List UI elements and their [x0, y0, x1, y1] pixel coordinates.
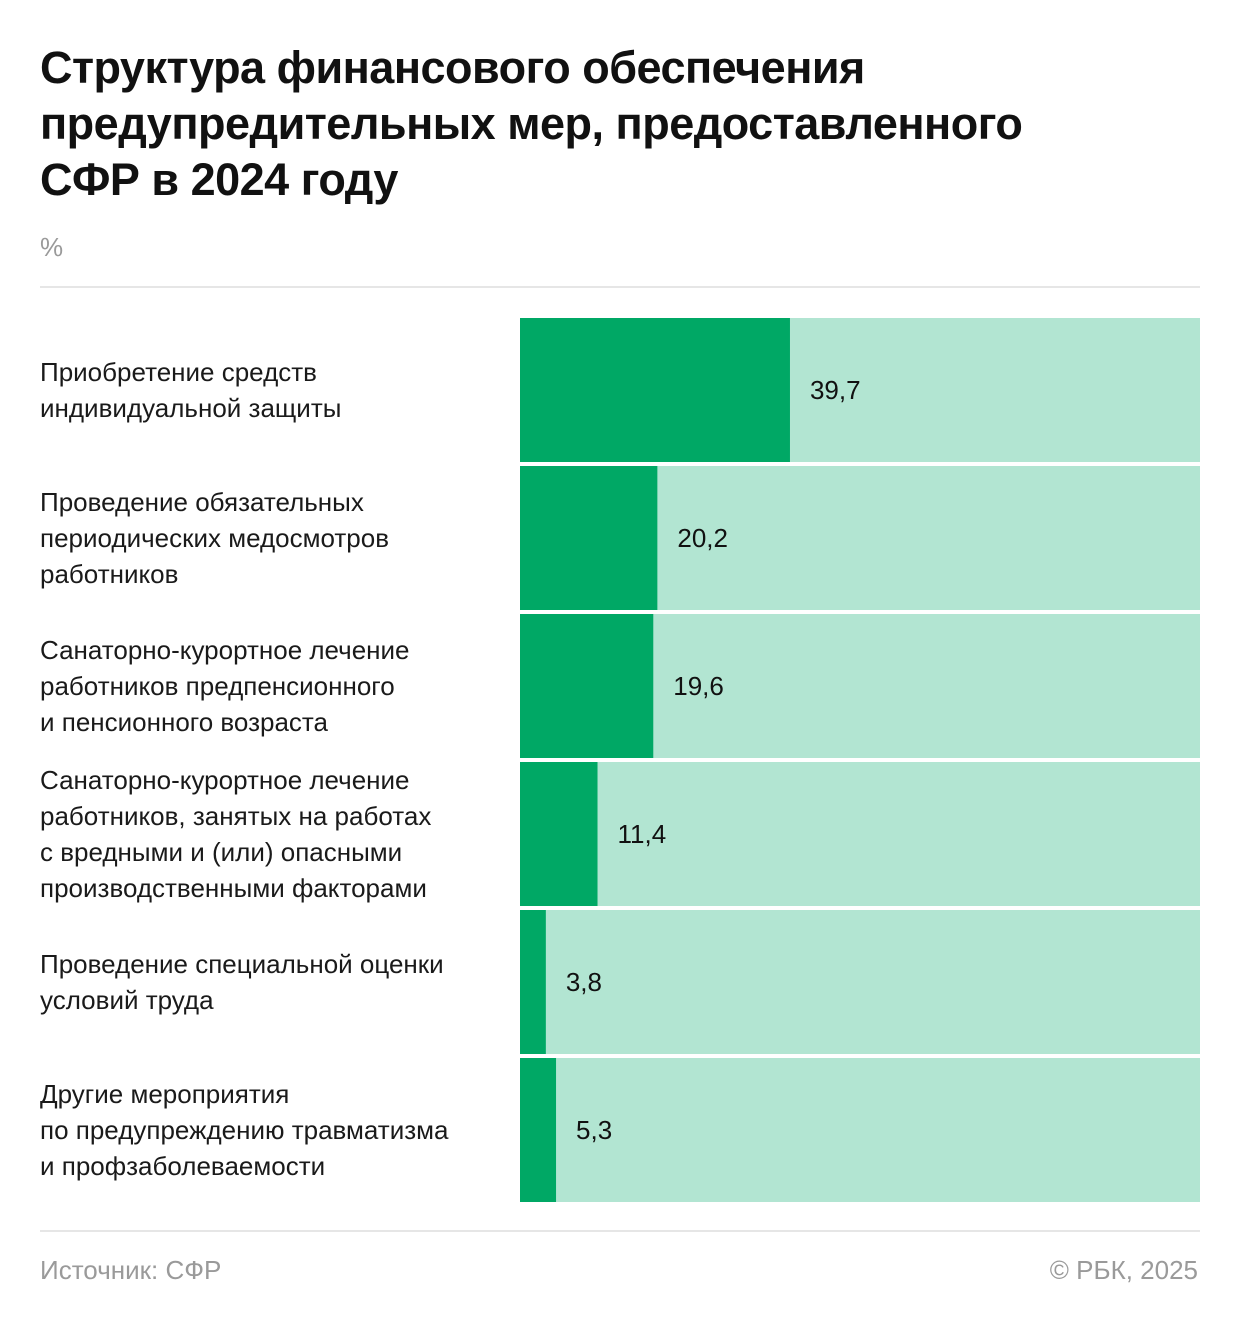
bottom-divider — [40, 1230, 1200, 1232]
category-label: Проведение обязательных периодических ме… — [40, 487, 390, 589]
bar — [520, 318, 790, 462]
bar — [520, 1058, 557, 1202]
unit-label: % — [40, 232, 64, 262]
category-label: Санаторно-курортное лечение работников, … — [40, 765, 432, 903]
top-divider — [40, 286, 1200, 288]
category-label: Проведение специальной оценки условий тр… — [40, 949, 444, 1015]
bar — [520, 466, 658, 610]
data-label: 20,2 — [677, 523, 728, 553]
bar-track — [520, 762, 1200, 906]
bar-track — [520, 910, 1200, 1054]
category-label: Санаторно-курортное лечение работников п… — [40, 635, 410, 737]
data-label: 3,8 — [566, 967, 602, 997]
bar — [520, 614, 654, 758]
category-label: Другие мероприятия по предупреждению тра… — [40, 1079, 449, 1181]
data-label: 39,7 — [810, 375, 861, 405]
source-note: Источник: СФР — [40, 1255, 222, 1285]
category-label: Приобретение средств индивидуальной защи… — [40, 357, 342, 423]
copyright-note: © РБК, 2025 — [1049, 1255, 1198, 1285]
bar-track — [520, 1058, 1200, 1202]
data-label: 11,4 — [618, 819, 667, 849]
bar — [520, 762, 598, 906]
data-label: 19,6 — [673, 671, 724, 701]
data-label: 5,3 — [576, 1115, 612, 1145]
bar — [520, 910, 546, 1054]
chart-title: Структура финансового обеспечения предуп… — [40, 42, 1023, 205]
